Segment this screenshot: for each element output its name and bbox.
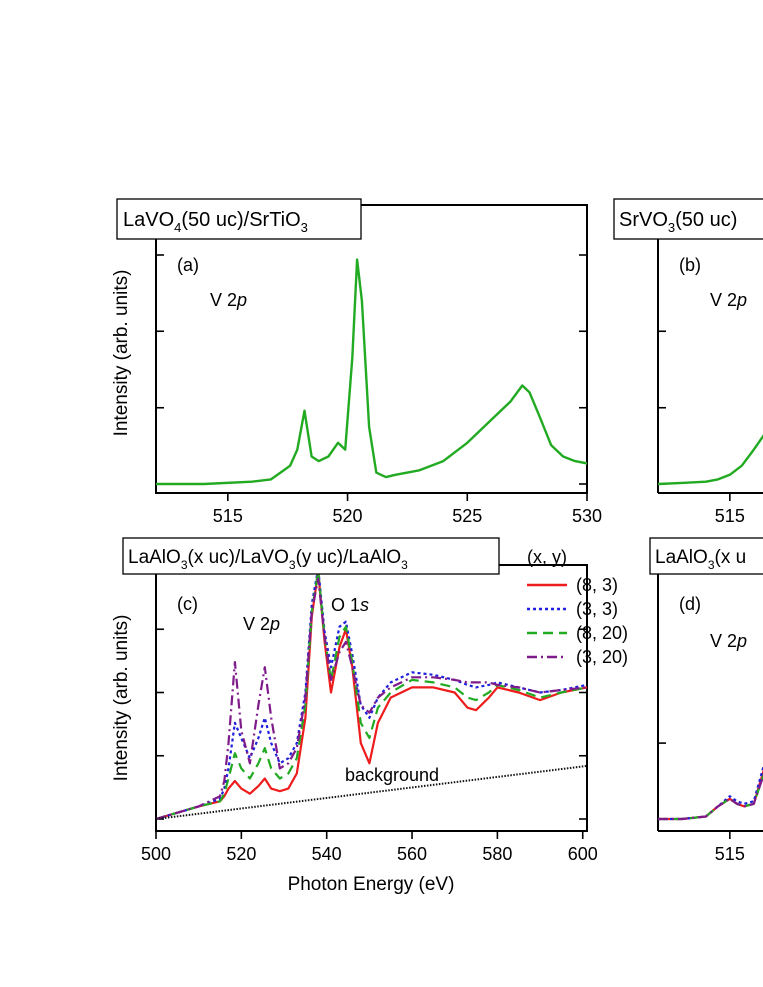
panel-d-plot <box>658 764 763 821</box>
panel-b: 515 SrVO3(50 uc) (b) V 2p <box>613 198 763 526</box>
panel-c-background-label: background <box>345 765 439 785</box>
panel-c-series-3-20 <box>156 577 587 821</box>
panel-c-x-tick-label: 580 <box>482 844 512 864</box>
legend-label-0: (8, 3) <box>576 575 618 595</box>
panel-b-y-ticks <box>658 330 666 485</box>
panel-d-series-2 <box>658 773 763 821</box>
legend: (x, y) (8, 3) (3, 3) (8, 20) (3, 20) <box>527 547 628 667</box>
legend-label-3: (3, 20) <box>576 647 628 667</box>
panel-c-series-background <box>156 764 587 820</box>
panel-c-series-8-20 <box>156 570 587 821</box>
panel-c-x-tick-label: 560 <box>397 844 427 864</box>
panel-c-plot <box>156 567 587 821</box>
panel-b-annotation: V 2p <box>710 290 747 310</box>
panel-a-x-tick-label: 520 <box>333 506 363 526</box>
panel-a-plot <box>156 258 587 486</box>
panel-c-x-ticks: 500 520 540 560 580 600 <box>141 831 598 864</box>
panel-a-frame <box>155 204 588 494</box>
legend-label-1: (3, 3) <box>576 599 618 619</box>
panel-c-x-tick-label: 500 <box>141 844 171 864</box>
panel-a-y-ticks <box>156 254 587 485</box>
panel-c-header-box <box>122 537 500 575</box>
panel-c-xlabel: Photon Energy (eV) <box>288 874 455 895</box>
legend-title: (x, y) <box>527 547 567 567</box>
panel-c-x-tick-label: 600 <box>568 844 598 864</box>
panel-c-series-8-3 <box>156 570 587 821</box>
panel-b-series-0 <box>658 434 763 486</box>
legend-items: (8, 3) (3, 3) (8, 20) (3, 20) <box>527 575 628 667</box>
panel-b-label: (b) <box>679 255 701 275</box>
panel-d-series-1 <box>658 764 763 821</box>
panel-a-header: LaVO4(50 uc)/SrTiO3 <box>123 209 308 235</box>
panel-c-series-3-3 <box>156 567 587 821</box>
panel-c-annotation-o1s: O 1s <box>331 595 369 615</box>
panel-a-label: (a) <box>177 255 199 275</box>
panel-d-annotation: V 2p <box>710 631 747 651</box>
panel-c-x-tick-label: 520 <box>226 844 256 864</box>
panel-d-header: LaAlO3(x u <box>655 547 746 572</box>
panel-a-x-tick-label: 530 <box>572 506 602 526</box>
panel-a-x-ticks: 515 520 525 530 <box>213 493 602 526</box>
panel-d-x-tick-label: 515 <box>715 844 745 864</box>
panel-b-header: SrVO3(50 uc) <box>619 209 737 235</box>
panel-a-series-0 <box>156 258 587 486</box>
panel-c-x-tick-label: 540 <box>312 844 342 864</box>
panel-c-frame <box>155 564 588 832</box>
panel-b-header-box <box>613 198 763 240</box>
panel-b-x-tick-label: 515 <box>715 506 745 526</box>
panel-d-series-0 <box>658 768 763 821</box>
panel-d: 515 LaAlO3(x u (d) V 2p <box>649 537 763 864</box>
panel-c-annotation-v2p: V 2p <box>243 614 280 634</box>
panel-a-ylabel: Intensity (arb. units) <box>111 270 132 437</box>
panel-d-header-box <box>649 537 763 575</box>
panel-a-x-tick-label: 525 <box>452 506 482 526</box>
legend-label-2: (8, 20) <box>576 623 628 643</box>
panel-c-header: LaAlO3(x uc)/LaVO3(y uc)/LaAlO3 <box>128 547 408 572</box>
panel-c-ylabel: Intensity (arb. units) <box>111 615 132 782</box>
panel-b-plot <box>658 434 763 486</box>
panel-a-x-tick-label: 515 <box>213 506 243 526</box>
panel-d-y-ticks <box>658 742 666 820</box>
panel-c-y-ticks <box>156 628 587 820</box>
panel-a: 515 520 525 530 LaVO4(50 uc)/SrTiO3 (a) V 2… <box>111 198 602 526</box>
panel-c-label: (c) <box>177 594 198 614</box>
panel-a-annotation: V 2p <box>210 290 247 310</box>
panel-a-header-box <box>116 198 362 240</box>
panel-b-x-ticks: 515 <box>715 493 745 526</box>
panel-d-series-3 <box>658 773 763 821</box>
panel-c: 500 520 540 560 580 600 LaAlO3(x uc)/LaVO3(y … <box>111 537 598 895</box>
panel-d-label: (d) <box>679 594 701 614</box>
panel-d-x-ticks: 515 <box>715 831 745 864</box>
